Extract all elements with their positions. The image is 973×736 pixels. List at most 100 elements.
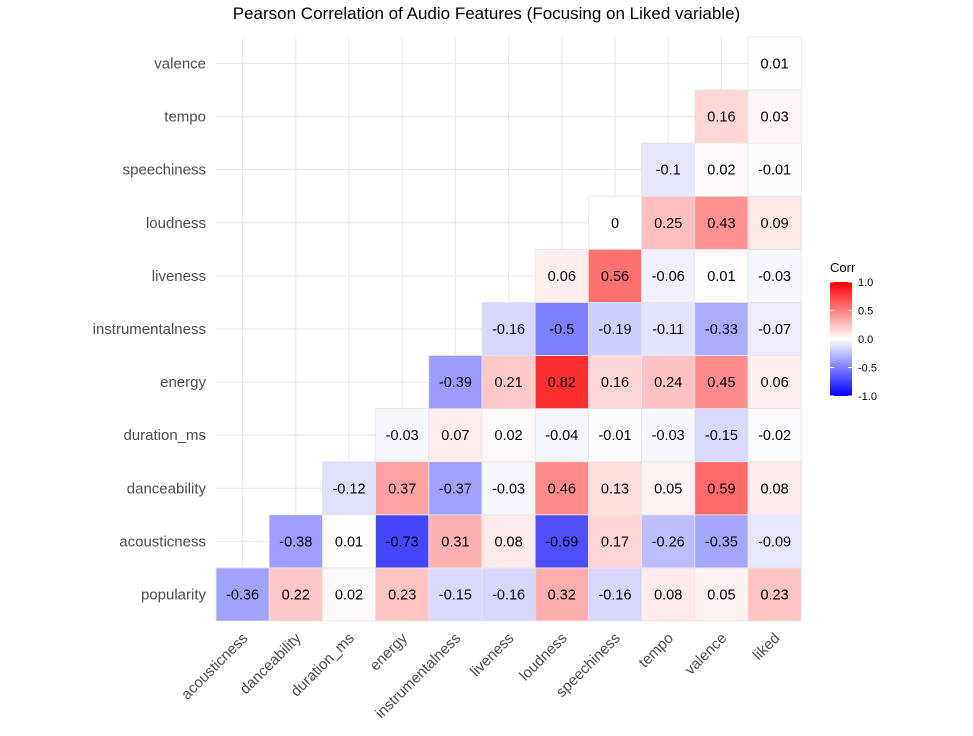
- cell-value-label: -0.5: [549, 322, 574, 338]
- heatmap-cell: [641, 195, 696, 250]
- cell-value-label: 0.23: [760, 587, 788, 603]
- heatmap-cell: [481, 301, 536, 356]
- cell-value-label: 0.24: [654, 375, 682, 391]
- heatmap-cell: [534, 301, 589, 356]
- cell-value-label: -0.26: [652, 534, 685, 550]
- cell-value-label: 0.03: [760, 110, 788, 126]
- cell-value-label: 0.02: [707, 163, 735, 179]
- cell-value-label: 0.46: [548, 481, 576, 497]
- cell-value-label: 0.06: [548, 269, 576, 285]
- heatmap-cell: [321, 514, 376, 569]
- cell-value-label: -0.69: [545, 534, 578, 550]
- cell-value-label: -0.12: [332, 481, 365, 497]
- cell-value-label: -0.19: [598, 322, 631, 338]
- cell-value-label: -0.38: [279, 534, 312, 550]
- heatmap-cell: [747, 514, 802, 569]
- cell-value-label: -0.39: [439, 375, 472, 391]
- cell-value-label: 0.43: [707, 216, 735, 232]
- cell-value-label: -0.15: [439, 587, 472, 603]
- cell-value-label: 0.08: [494, 534, 522, 550]
- heatmap-cell: [428, 514, 483, 569]
- y-tick-label: popularity: [141, 586, 207, 603]
- heatmap-cell: [215, 567, 270, 622]
- heatmap-cell: [268, 514, 323, 569]
- cell-value-label: 0.23: [388, 587, 416, 603]
- heatmap-cell: [641, 461, 696, 516]
- cell-value-label: -0.04: [545, 428, 578, 444]
- heatmap-cell: [481, 408, 536, 463]
- cell-value-label: -0.02: [758, 428, 791, 444]
- cell-value-label: -0.33: [705, 322, 738, 338]
- heatmap-cell: [747, 142, 802, 197]
- cell-value-label: 0.16: [601, 375, 629, 391]
- cell-value-label: 0.01: [335, 534, 363, 550]
- heatmap-cell: [747, 301, 802, 356]
- cell-value-label: 0.02: [494, 428, 522, 444]
- legend-tick-label: 1.0: [858, 277, 873, 289]
- x-tick-label: tempo: [636, 630, 678, 672]
- cell-value-label: -0.16: [598, 587, 631, 603]
- y-tick-label: instrumentalness: [93, 321, 206, 338]
- heatmap-cell: [694, 567, 749, 622]
- cell-value-label: 0.17: [601, 534, 629, 550]
- cell-value-label: 0.31: [441, 534, 469, 550]
- legend-tick-label: -1.0: [858, 391, 877, 403]
- heatmap-cell: [694, 89, 749, 144]
- cell-value-label: -0.06: [652, 269, 685, 285]
- cell-value-label: 0.56: [601, 269, 629, 285]
- y-axis-tick-labels: popularity acousticness danceability durati…: [93, 55, 207, 603]
- cell-value-label: 0.08: [654, 587, 682, 603]
- cell-value-label: -0.09: [758, 534, 791, 550]
- x-tick-label: liked: [750, 630, 784, 664]
- x-tick-label: liveness: [467, 630, 517, 680]
- heatmap-cell: [694, 408, 749, 463]
- heatmap-cell: [747, 248, 802, 303]
- heatmap-cell: [747, 461, 802, 516]
- heatmap-cell: [694, 195, 749, 250]
- heatmap-cell: [747, 355, 802, 409]
- heatmap-cell: [588, 567, 643, 622]
- cell-value-label: 0.06: [760, 375, 788, 391]
- cell-value-label: -0.16: [492, 587, 525, 603]
- cell-value-label: -0.1: [656, 163, 681, 179]
- x-tick-label: acousticness: [178, 630, 251, 703]
- cell-value-label: 0.02: [335, 587, 363, 603]
- heatmap-cell: [641, 355, 696, 409]
- legend-tick-label: -0.5: [858, 363, 877, 375]
- cell-value-label: 0.22: [282, 587, 310, 603]
- cell-value-label: 0.01: [760, 56, 788, 72]
- cell-value-label: 0.01: [707, 269, 735, 285]
- cell-value-label: -0.73: [386, 534, 419, 550]
- heatmap-cell: [694, 301, 749, 356]
- heatmap-cell: [641, 142, 696, 197]
- cell-value-label: 0.09: [760, 216, 788, 232]
- heatmap-cell: [321, 461, 376, 516]
- chart-title: Pearson Correlation of Audio Features (F…: [232, 4, 741, 23]
- cell-value-label: -0.07: [758, 322, 791, 338]
- x-tick-label: energy: [367, 629, 412, 674]
- heatmap-cell: [694, 355, 749, 409]
- cell-value-label: 0.05: [707, 587, 735, 603]
- cell-value-label: -0.36: [226, 587, 259, 603]
- cell-value-label: 0.82: [548, 375, 576, 391]
- heatmap-cell: [588, 301, 643, 356]
- heatmap-cell: [428, 567, 483, 622]
- cell-value-label: -0.15: [705, 428, 738, 444]
- heatmap-cell: [747, 408, 802, 463]
- heatmap-cell: [481, 461, 536, 516]
- heatmap-cell: [747, 195, 802, 250]
- heatmap-cell: [428, 355, 483, 409]
- cell-value-label: -0.03: [758, 269, 791, 285]
- heatmap-cell: [481, 355, 536, 409]
- cell-value-label: 0: [611, 216, 619, 232]
- cell-value-label: -0.01: [598, 428, 631, 444]
- heatmap-cell: [481, 567, 536, 622]
- cell-value-label: -0.03: [492, 481, 525, 497]
- y-tick-label: speechiness: [123, 162, 206, 179]
- cell-value-label: -0.03: [386, 428, 419, 444]
- heatmap-cell: [375, 408, 430, 463]
- heatmap-cell: [588, 461, 643, 516]
- heatmap-cell: [641, 567, 696, 622]
